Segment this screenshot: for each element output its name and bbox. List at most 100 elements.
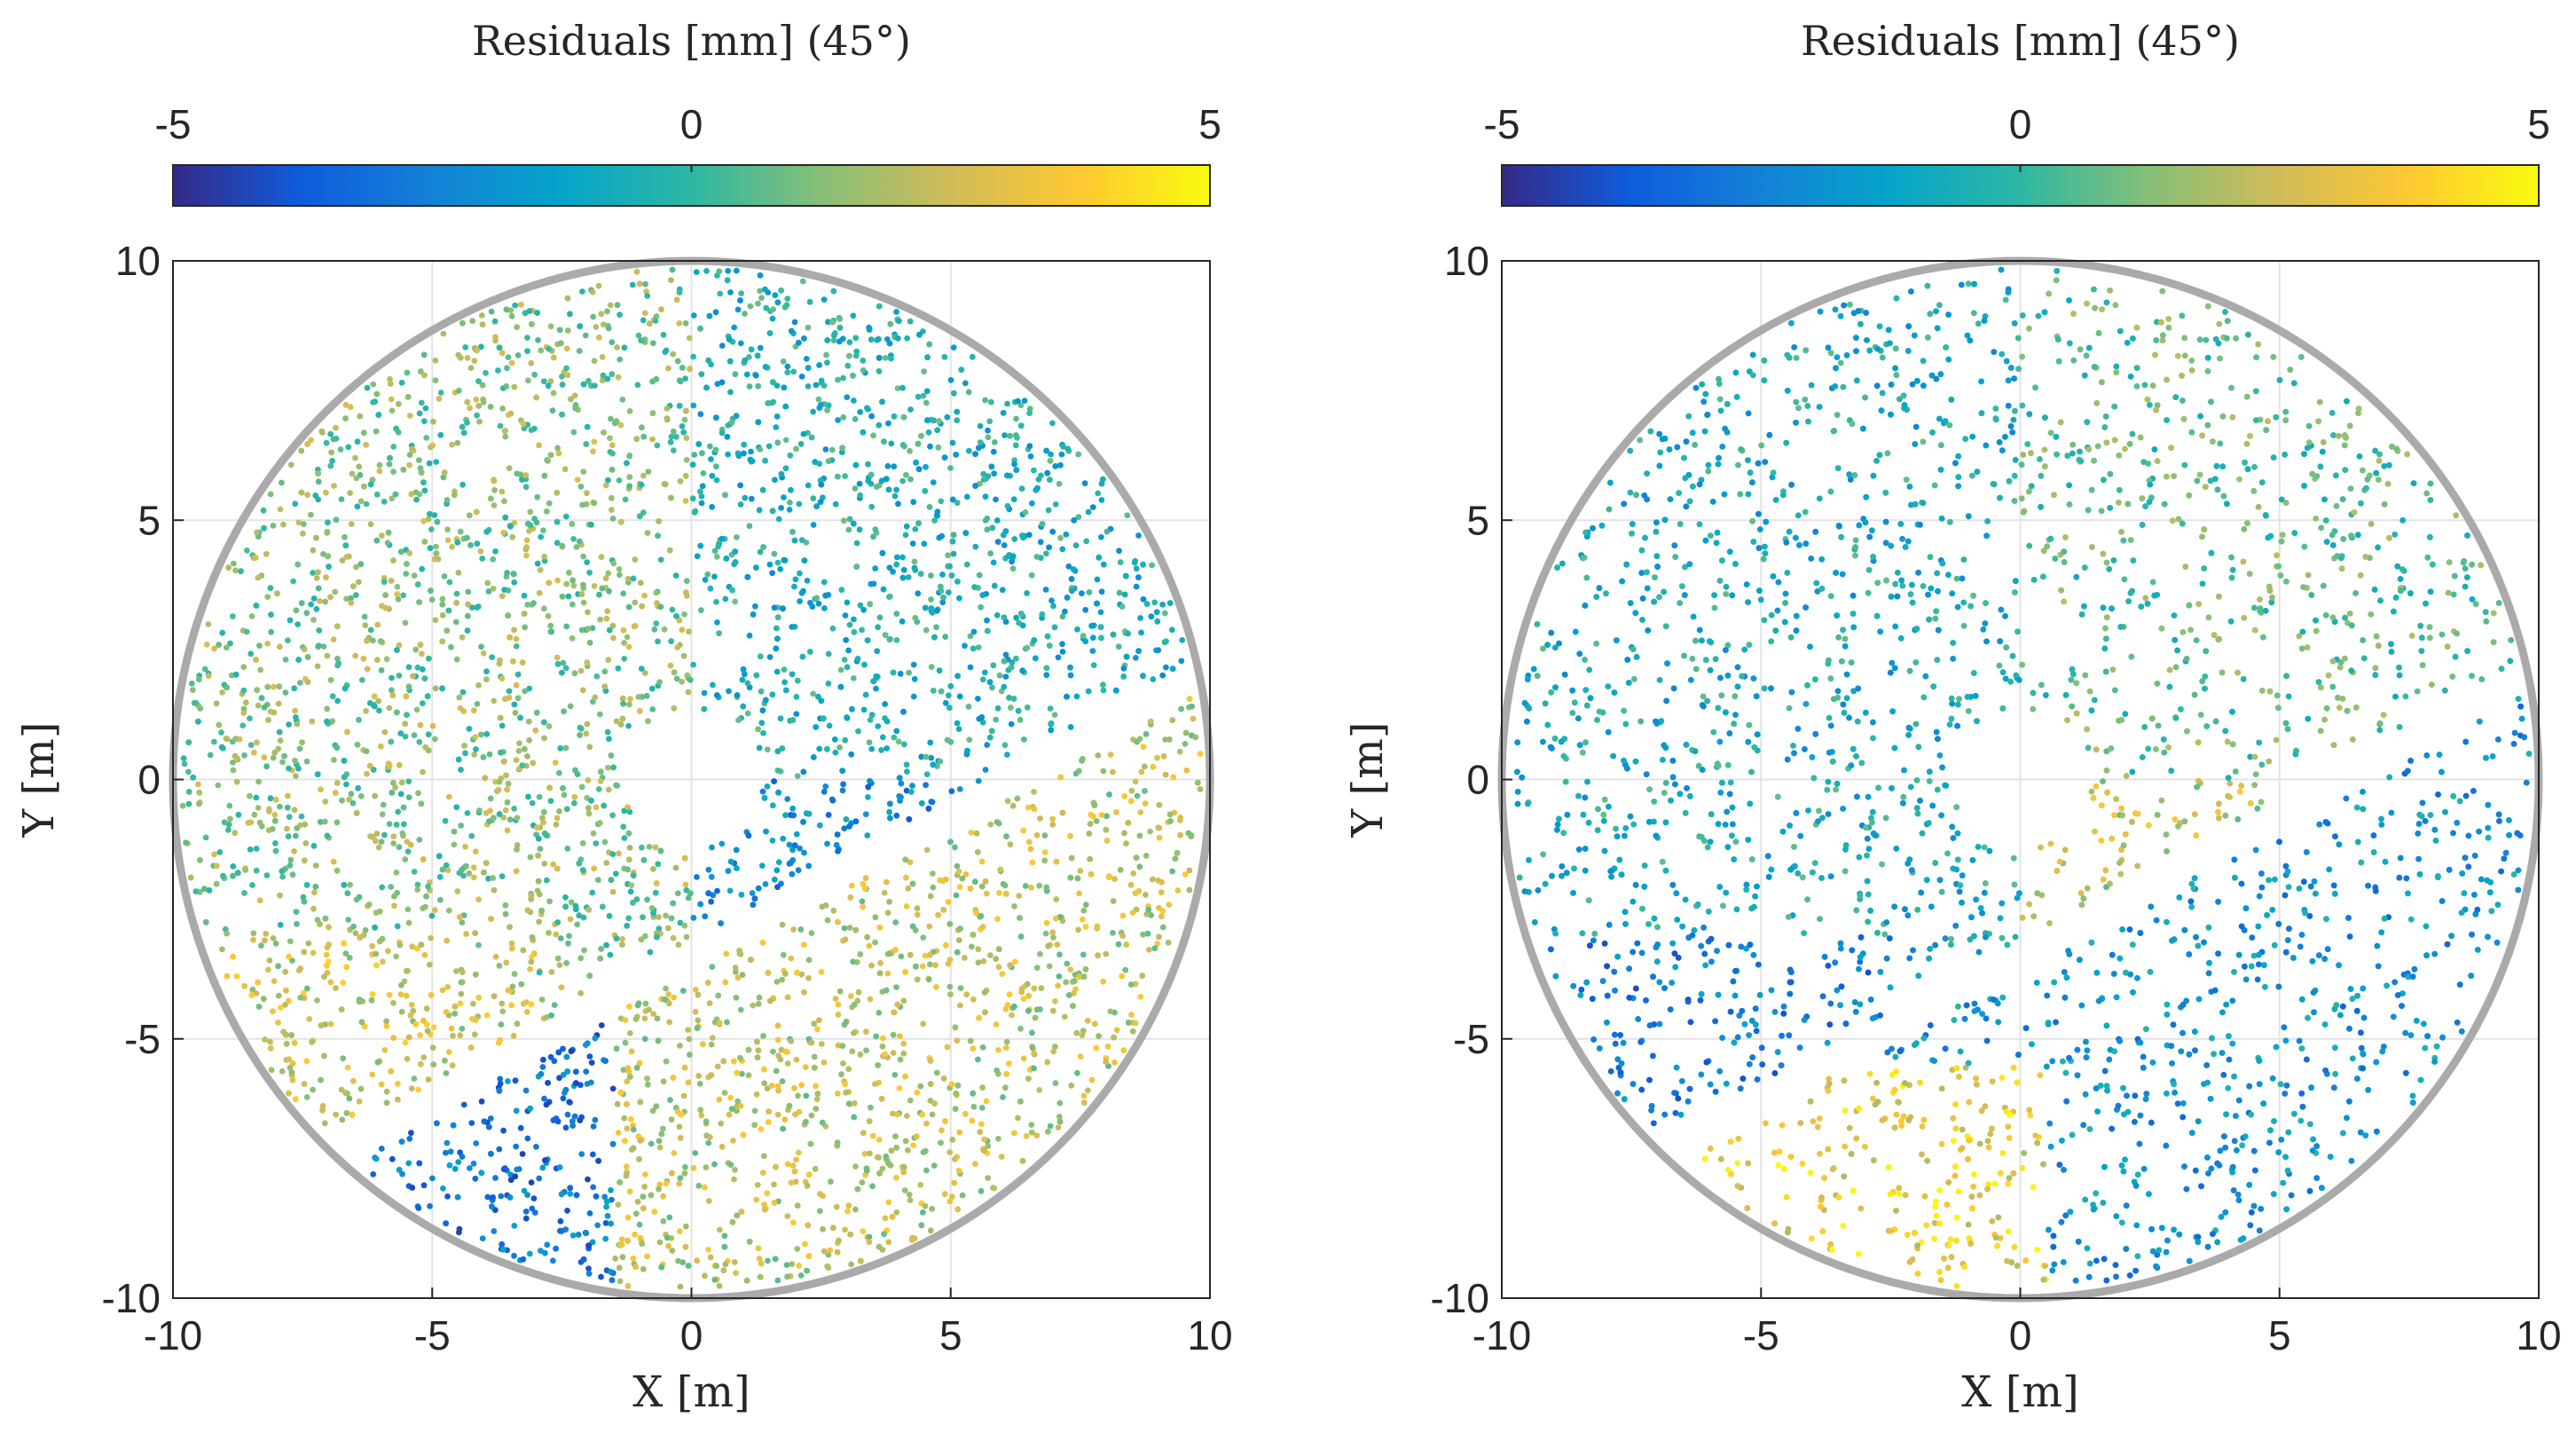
scatter-point xyxy=(665,925,671,932)
scatter-point xyxy=(230,767,237,774)
scatter-point xyxy=(751,1122,758,1129)
scatter-point xyxy=(985,427,991,434)
scatter-point xyxy=(415,1086,421,1093)
scatter-point xyxy=(1088,811,1095,818)
scatter-point xyxy=(928,754,935,761)
scatter-point xyxy=(636,513,643,520)
scatter-point xyxy=(657,556,664,563)
scatter-point xyxy=(1098,634,1104,642)
scatter-point xyxy=(890,1050,897,1056)
scatter-point xyxy=(748,346,755,353)
scatter-point xyxy=(459,634,466,641)
scatter-point xyxy=(385,948,391,954)
scatter-point xyxy=(816,745,823,752)
scatter-point xyxy=(304,492,310,499)
scatter-point xyxy=(727,1162,734,1169)
scatter-point xyxy=(540,527,546,534)
scatter-point xyxy=(694,1257,701,1264)
scatter-point xyxy=(716,1096,723,1103)
scatter-point xyxy=(899,554,906,561)
scatter-point xyxy=(443,1149,449,1156)
scatter-point xyxy=(762,457,768,464)
scatter-point xyxy=(562,903,569,910)
scatter-point xyxy=(416,837,423,843)
scatter-point xyxy=(839,787,846,794)
scatter-point xyxy=(728,419,735,426)
scatter-point xyxy=(874,336,881,343)
scatter-point xyxy=(791,1168,798,1175)
scatter-point xyxy=(893,812,900,819)
scatter-point xyxy=(605,786,612,793)
scatter-point xyxy=(898,794,904,800)
scatter-point xyxy=(341,881,348,888)
scatter-point xyxy=(454,1193,461,1201)
scatter-point xyxy=(520,1256,527,1263)
scatter-point xyxy=(732,598,738,605)
scatter-point xyxy=(1003,1071,1010,1077)
scatter-point xyxy=(470,707,477,714)
scatter-point xyxy=(972,451,978,457)
scatter-point xyxy=(465,588,472,595)
scatter-point xyxy=(663,912,669,919)
scatter-point xyxy=(605,657,612,664)
scatter-point xyxy=(703,1118,710,1125)
scatter-point xyxy=(771,1181,777,1188)
scatter-point xyxy=(843,636,850,643)
scatter-point xyxy=(852,352,860,359)
scatter-point xyxy=(984,516,991,522)
scatter-point xyxy=(478,312,485,319)
scatter-point xyxy=(356,716,362,723)
scatter-point xyxy=(579,687,586,694)
scatter-point xyxy=(523,544,530,550)
scatter-point xyxy=(248,613,255,619)
scatter-point xyxy=(774,299,781,306)
scatter-point xyxy=(868,745,876,752)
scatter-point xyxy=(1015,398,1021,405)
scatter-point xyxy=(404,1056,411,1062)
scatter-point xyxy=(665,991,671,997)
scatter-point xyxy=(801,335,807,342)
scatter-point xyxy=(287,856,295,863)
scatter-point xyxy=(527,965,533,973)
scatter-point xyxy=(609,442,616,449)
scatter-point xyxy=(428,934,434,941)
scatter-point xyxy=(995,1047,1001,1053)
scatter-point xyxy=(1036,1087,1043,1093)
scatter-point xyxy=(668,277,674,283)
scatter-point xyxy=(617,1278,624,1285)
scatter-point xyxy=(384,539,391,547)
scatter-point xyxy=(709,964,716,970)
scatter-point xyxy=(428,596,436,603)
scatter-point xyxy=(774,625,780,632)
scatter-point xyxy=(230,863,237,870)
scatter-point xyxy=(268,1067,275,1074)
scatter-point xyxy=(417,642,424,649)
scatter-point xyxy=(1154,941,1161,947)
scatter-point xyxy=(377,638,384,645)
scatter-point xyxy=(535,337,541,343)
scatter-point xyxy=(492,337,499,344)
scatter-point xyxy=(451,828,458,835)
scatter-point xyxy=(593,1193,600,1200)
scatter-point xyxy=(774,867,781,874)
scatter-point xyxy=(1166,736,1173,743)
scatter-point xyxy=(1013,432,1019,438)
scatter-point xyxy=(902,1073,908,1080)
scatter-point xyxy=(870,580,877,587)
scatter-point xyxy=(1121,591,1128,598)
scatter-point xyxy=(195,718,201,725)
scatter-point xyxy=(310,617,317,623)
scatter-point xyxy=(1134,738,1141,745)
scatter-point xyxy=(758,1126,765,1132)
scatter-point xyxy=(258,695,265,702)
scatter-point xyxy=(844,394,851,400)
scatter-point xyxy=(462,750,468,757)
scatter-point xyxy=(947,991,954,997)
scatter-point xyxy=(559,382,566,388)
scatter-point xyxy=(416,1160,423,1167)
scatter-point xyxy=(645,1081,651,1088)
scatter-point xyxy=(300,989,307,996)
scatter-point xyxy=(298,600,305,606)
scatter-point xyxy=(738,290,744,296)
scatter-point xyxy=(850,312,857,319)
